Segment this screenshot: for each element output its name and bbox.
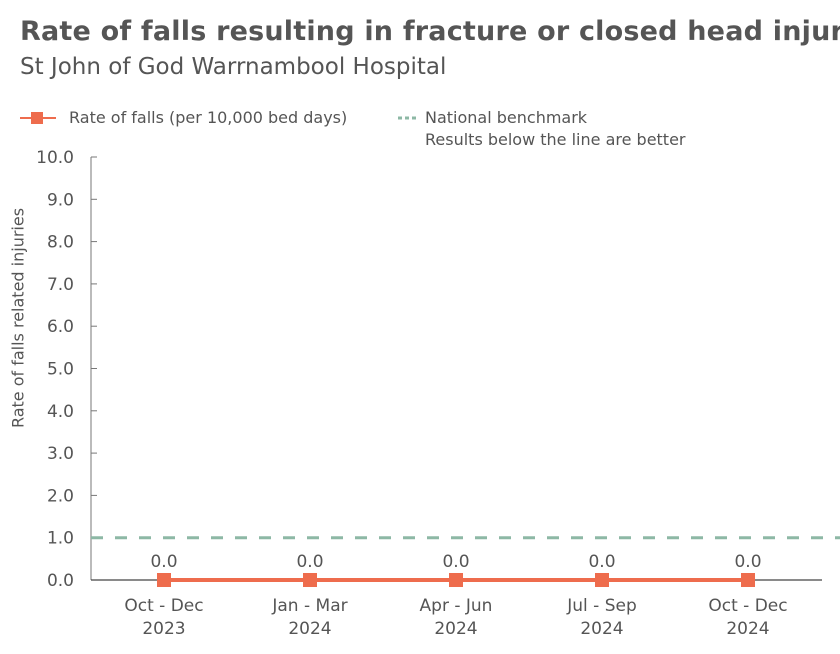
x-tick-label-year: 2023	[142, 619, 185, 639]
data-label: 0.0	[734, 552, 761, 572]
chart-subtitle: St John of God Warrnambool Hospital	[20, 54, 447, 80]
y-tick-label: 4.0	[47, 402, 74, 422]
x-tick-label: Jan - Mar	[271, 596, 347, 616]
data-point-marker	[449, 573, 463, 587]
x-tick-label: Apr - Jun	[420, 596, 493, 616]
legend-series-label: Rate of falls (per 10,000 bed days)	[69, 108, 348, 127]
data-label: 0.0	[588, 552, 615, 572]
y-tick-label: 7.0	[47, 275, 74, 295]
x-tick-label: Oct - Dec	[124, 596, 203, 616]
data-point-marker	[303, 573, 317, 587]
x-tick-label-year: 2024	[726, 619, 769, 639]
series-marker-icon	[20, 112, 56, 124]
y-tick-label: 3.0	[47, 444, 74, 464]
y-tick-label: 6.0	[47, 317, 74, 337]
x-tick-label-year: 2024	[434, 619, 477, 639]
data-point-marker	[157, 573, 171, 587]
data-label: 0.0	[150, 552, 177, 572]
data-label: 0.0	[442, 552, 469, 572]
x-tick-label-year: 2024	[580, 619, 623, 639]
chart-title: Rate of falls resulting in fracture or c…	[20, 16, 840, 47]
x-tick-label: Jul - Sep	[566, 596, 637, 616]
y-tick-label: 10.0	[36, 148, 74, 168]
y-tick-label: 9.0	[47, 190, 74, 210]
y-tick-label: 0.0	[47, 571, 74, 591]
data-point-marker	[595, 573, 609, 587]
dashed-line-icon	[398, 116, 418, 120]
legend-benchmark: National benchmark Results below the lin…	[398, 107, 686, 151]
y-tick-label: 1.0	[47, 529, 74, 549]
y-tick-label: 2.0	[47, 486, 74, 506]
data-point-marker	[741, 573, 755, 587]
data-label: 0.0	[296, 552, 323, 572]
legend-benchmark-note: Results below the line are better	[425, 130, 686, 149]
y-tick-label: 5.0	[47, 360, 74, 380]
x-tick-label-year: 2024	[288, 619, 331, 639]
legend-benchmark-label: National benchmark	[425, 108, 588, 127]
y-tick-label: 8.0	[47, 233, 74, 253]
legend-series: Rate of falls (per 10,000 bed days)	[20, 107, 347, 129]
x-tick-label: Oct - Dec	[708, 596, 787, 616]
